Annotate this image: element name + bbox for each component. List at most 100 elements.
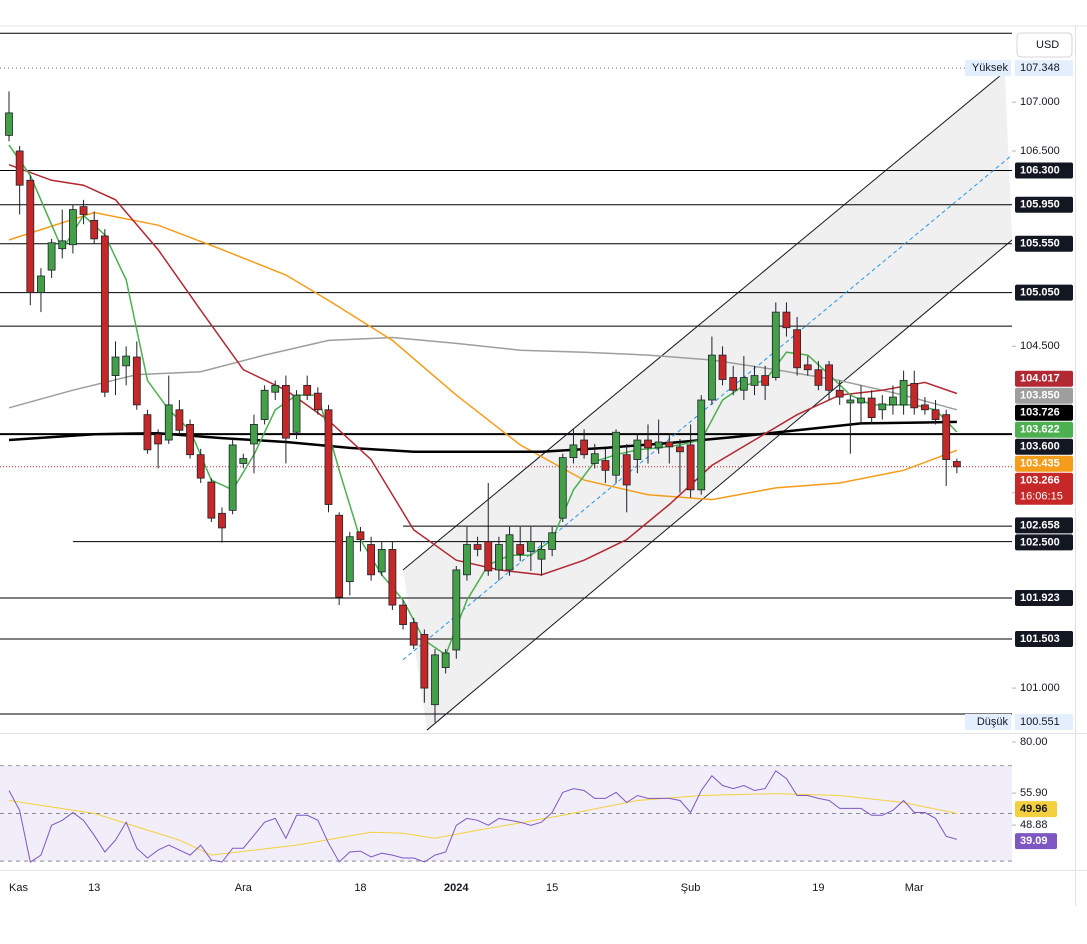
candle-body (239, 458, 248, 464)
price-badge-label: 101.503 (1020, 633, 1060, 645)
candle-body (558, 457, 567, 519)
currency: USD (1036, 39, 1059, 51)
candle-body (271, 384, 280, 393)
rsi-tick-label: 48.88 (1020, 819, 1048, 831)
price-badge-label: 103.266 (1020, 475, 1060, 487)
countdown: 16:06:15 (1020, 491, 1063, 503)
candle-body (750, 375, 759, 386)
candle-body (250, 424, 258, 445)
price-badge-label: 105.550 (1020, 238, 1060, 250)
candle-body (260, 389, 269, 420)
price-badge (1015, 387, 1073, 404)
candle-body (132, 356, 141, 406)
price-badge-label: 105.950 (1020, 199, 1060, 211)
price-badge (1015, 534, 1073, 551)
price-badge (1015, 517, 1073, 534)
candle-body (569, 444, 578, 459)
candle-body (37, 275, 45, 293)
candle-body (473, 544, 482, 550)
candle-body (175, 409, 184, 431)
x-tick-label: Ara (235, 882, 253, 894)
candle-body (537, 549, 546, 560)
candle-body (548, 532, 557, 550)
candle-body (463, 544, 471, 576)
candle-body (324, 409, 333, 505)
y-tick-label: 106.500 (1020, 145, 1060, 157)
candle-body (186, 424, 194, 456)
currency-box[interactable] (1016, 32, 1073, 58)
candle-body (644, 439, 652, 449)
candle-body (367, 544, 376, 576)
price-badge (1015, 630, 1073, 647)
moving-average (8, 163, 958, 576)
candle-body (835, 389, 844, 398)
candle-body (878, 403, 887, 411)
rsi-tick-label: 55.90 (1020, 787, 1048, 799)
price-badge (1015, 284, 1073, 301)
price-badge-label: 103.600 (1020, 441, 1060, 453)
candle-body (58, 240, 67, 250)
candle-body (90, 219, 99, 240)
x-tick-label: Şub (681, 882, 701, 894)
candle-body (686, 444, 695, 491)
candle-body (409, 622, 418, 646)
high-marker-badge (1015, 60, 1073, 77)
price-badge-label: 101.923 (1020, 592, 1060, 604)
candle-body (601, 460, 610, 471)
candle-body (345, 536, 354, 583)
x-tick-label: 13 (88, 882, 100, 894)
price-pane (0, 32, 1012, 731)
candle-body (399, 604, 407, 626)
price-badge (1015, 589, 1073, 606)
candle-body (111, 356, 120, 376)
price-badge (1015, 162, 1073, 179)
candle-body (26, 179, 35, 293)
price-badge-label: 105.050 (1020, 286, 1060, 298)
candle-body (782, 311, 791, 329)
candle-body (431, 654, 439, 706)
candle-body (921, 404, 929, 411)
moving-average (8, 211, 958, 501)
rsi-badge-label: 49.96 (1020, 803, 1048, 815)
candle-body (5, 112, 13, 136)
candle-body (889, 396, 897, 406)
candle-body (516, 544, 525, 555)
candle-body (697, 399, 706, 491)
candle-body (313, 392, 322, 411)
candle-body (654, 441, 663, 449)
candle-body (910, 383, 919, 409)
channel-lower (426, 239, 1012, 731)
candle-body (122, 355, 131, 367)
candle-body (718, 354, 727, 380)
y-tick-label: 104.500 (1020, 340, 1060, 352)
price-badge (1015, 370, 1073, 387)
price-badge (1015, 438, 1073, 455)
candle-body (622, 454, 631, 486)
high-marker-value: 107.348 (1020, 62, 1060, 74)
low-marker-badge (1015, 714, 1073, 730)
candle-body (931, 409, 940, 420)
candle-body (452, 569, 461, 651)
candle-body (303, 384, 312, 396)
candle-body (526, 541, 535, 552)
candle-body (580, 439, 588, 456)
candle-body (952, 461, 961, 468)
candle-body (814, 369, 823, 386)
candle-body (739, 377, 748, 391)
candle-body (196, 454, 205, 479)
candle-body (335, 514, 344, 598)
candle-body (825, 364, 833, 391)
y-tick-label: 107.000 (1020, 96, 1060, 108)
candle-body (218, 512, 226, 529)
price-badge-label: 103.622 (1020, 424, 1060, 436)
price-badge-label: 103.435 (1020, 458, 1060, 470)
price-badge (1015, 472, 1073, 505)
x-tick-label: 18 (354, 882, 366, 894)
x-tick-label: 19 (812, 882, 824, 894)
candle-body (612, 431, 620, 476)
price-badge-label: 102.658 (1020, 519, 1060, 531)
y-tick-label: 101.000 (1020, 682, 1060, 694)
candle-body (79, 206, 88, 215)
price-badge (1015, 404, 1073, 421)
